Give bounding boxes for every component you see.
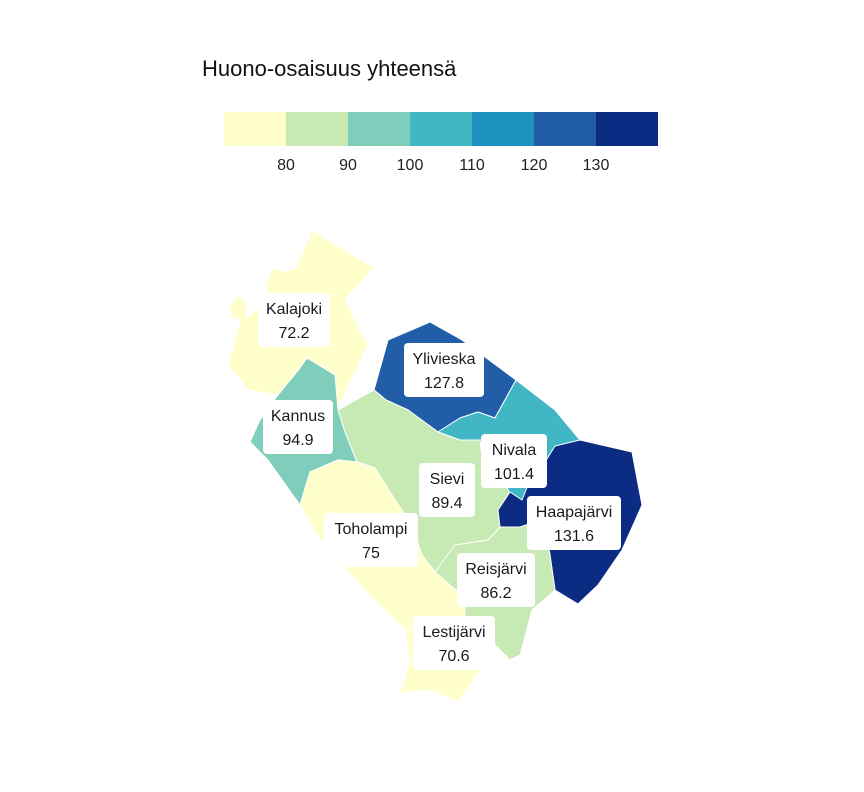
label-haapajarvi: Haapajärvi 131.6 [527,496,621,550]
legend-ticks: 80 90 100 110 120 130 [277,157,609,174]
label-lestijarvi-value: 70.6 [438,648,469,665]
legend-swatch [224,112,286,146]
legend-swatch [410,112,472,146]
label-reisjarvi-name: Reisjärvi [465,561,526,578]
label-kalajoki: Kalajoki 72.2 [258,293,330,347]
label-sievi-name: Sievi [430,471,465,488]
legend-tick-label: 100 [397,157,424,174]
label-ylivieska: Ylivieska 127.8 [404,343,484,397]
legend-swatch [348,112,410,146]
label-haapajarvi-value: 131.6 [554,528,594,545]
label-reisjarvi-value: 86.2 [480,585,511,602]
label-nivala-name: Nivala [492,442,537,459]
label-sievi-value: 89.4 [431,495,462,512]
label-toholampi: Toholampi 75 [324,513,418,567]
label-lestijarvi-name: Lestijärvi [422,624,485,641]
label-sievi: Sievi 89.4 [419,463,475,517]
label-ylivieska-value: 127.8 [424,375,464,392]
label-nivala: Nivala 101.4 [481,434,547,488]
legend-swatch [596,112,658,146]
label-toholampi-value: 75 [362,545,380,562]
label-toholampi-name: Toholampi [335,521,408,538]
region-labels: Kalajoki 72.2 Ylivieska 127.8 Kannus 94.… [258,293,621,670]
label-reisjarvi: Reisjärvi 86.2 [457,553,535,607]
legend-swatch [472,112,534,146]
label-kannus-value: 94.9 [282,432,313,449]
legend-color-bar [224,112,658,146]
label-lestijarvi: Lestijärvi 70.6 [413,616,495,670]
legend-tick-label: 110 [459,157,485,174]
label-kannus: Kannus 94.9 [263,400,333,454]
legend-tick-label: 120 [521,157,548,174]
label-haapajarvi-name: Haapajärvi [536,504,612,521]
legend-swatch [286,112,348,146]
label-kannus-name: Kannus [271,408,325,425]
label-nivala-value: 101.4 [494,466,534,483]
label-kalajoki-name: Kalajoki [266,301,322,318]
legend-tick-label: 130 [583,157,610,174]
legend-swatch [534,112,596,146]
label-ylivieska-name: Ylivieska [412,351,475,368]
label-kalajoki-value: 72.2 [278,325,309,342]
legend-tick-label: 90 [339,157,357,174]
legend-title: Huono-osaisuus yhteensä [202,56,457,81]
legend-tick-label: 80 [277,157,295,174]
